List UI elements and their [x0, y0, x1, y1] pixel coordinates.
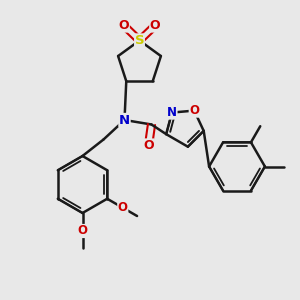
Text: S: S	[135, 34, 144, 47]
Text: O: O	[143, 139, 154, 152]
Text: N: N	[167, 106, 177, 119]
Text: O: O	[77, 224, 88, 238]
Text: O: O	[150, 19, 160, 32]
Text: N: N	[119, 113, 130, 127]
Text: O: O	[189, 104, 199, 117]
Text: O: O	[118, 201, 128, 214]
Text: O: O	[118, 19, 129, 32]
